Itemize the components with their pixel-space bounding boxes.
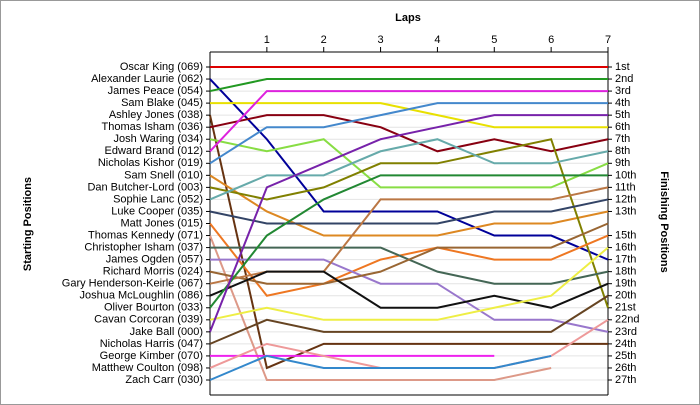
y-tick-label: Zach Carr (030) bbox=[125, 374, 203, 386]
chart-title: Laps bbox=[395, 12, 421, 24]
y2-tick-label: 4th bbox=[615, 97, 630, 109]
y2-tick-label: 7th bbox=[615, 133, 630, 145]
y-tick-label: Josh Waring (034) bbox=[114, 133, 203, 145]
y-tick-label: Ashley Jones (038) bbox=[109, 109, 203, 121]
series-line bbox=[209, 354, 552, 381]
y-tick-label: Nicholas Harris (047) bbox=[100, 338, 203, 350]
x-tick-label: 7 bbox=[605, 34, 611, 46]
y2-tick-label: 25th bbox=[615, 350, 636, 362]
y2-tick-label: 3rd bbox=[615, 85, 631, 97]
y-tick-label: Sam Blake (045) bbox=[121, 97, 203, 109]
series-line bbox=[209, 138, 609, 309]
series-line bbox=[209, 78, 608, 93]
y2-tick-label: 20th bbox=[615, 290, 636, 302]
y2-tick-label: 16th bbox=[615, 241, 636, 253]
y2-tick-label: 17th bbox=[615, 254, 636, 266]
y-tick-label: Thomas Kennedy (071) bbox=[88, 229, 203, 241]
x-tick-label: 4 bbox=[434, 34, 440, 46]
y2-tick-label: 1st bbox=[615, 61, 630, 73]
y-tick-label: Sam Snell (010) bbox=[124, 169, 203, 181]
y-tick-label: Edward Brand (012) bbox=[105, 145, 203, 157]
y-tick-label: George Kimber (070) bbox=[100, 350, 203, 362]
y2-tick-label: 23rd bbox=[615, 326, 637, 338]
x-tick-label: 1 bbox=[264, 34, 270, 46]
y2-tick-label: 15th bbox=[615, 229, 636, 241]
y-tick-label: Matthew Coulton (098) bbox=[92, 362, 203, 374]
series-line bbox=[209, 114, 608, 333]
y-tick-label: James Ogden (057) bbox=[106, 254, 203, 266]
series-line bbox=[209, 90, 608, 152]
series-line bbox=[209, 138, 609, 201]
y-tick-label: Gary Henderson-Keirle (067) bbox=[62, 278, 203, 290]
y-tick-label: James Peace (054) bbox=[108, 85, 203, 97]
y-tick-label: Joshua McLoughlin (086) bbox=[79, 290, 203, 302]
y-tick-label: Cavan Corcoran (039) bbox=[94, 314, 203, 326]
y-tick-label: Alexander Laurie (062) bbox=[91, 73, 203, 85]
series-line bbox=[209, 270, 609, 309]
y2-tick-label: 10th bbox=[615, 169, 636, 181]
series-line bbox=[210, 258, 609, 333]
y2-tick-label: 24th bbox=[615, 338, 636, 350]
y-tick-label: Luke Cooper (035) bbox=[111, 205, 203, 217]
y-tick-label: Jake Ball (000) bbox=[130, 326, 203, 338]
series-line bbox=[209, 222, 609, 297]
y-tick-label: Oscar King (069) bbox=[120, 61, 203, 73]
y2-tick-label: 8th bbox=[615, 145, 630, 157]
y-axis-label: Starting Positions bbox=[22, 177, 34, 271]
y2-tick-label: 2nd bbox=[615, 73, 633, 85]
series-line bbox=[209, 198, 609, 225]
y2-tick-label: 27th bbox=[615, 374, 636, 386]
series-line bbox=[209, 114, 608, 370]
y-tick-label: Nicholas Kishor (019) bbox=[98, 157, 203, 169]
series-line bbox=[209, 294, 609, 345]
series-line bbox=[209, 138, 609, 189]
x-tick-label: 5 bbox=[491, 34, 497, 46]
y2-tick-label: 13th bbox=[615, 205, 636, 217]
series-line bbox=[209, 222, 609, 285]
y2-tick-label: 9th bbox=[615, 157, 630, 169]
y2-tick-label: 5th bbox=[615, 109, 630, 121]
y-tick-label: Sophie Lanc (052) bbox=[113, 193, 203, 205]
y2-tick-label: 18th bbox=[615, 266, 636, 278]
y2-axis-label: Finishing Positions bbox=[658, 171, 670, 272]
y-tick-label: Dan Butcher-Lord (003) bbox=[87, 181, 203, 193]
series-line bbox=[209, 114, 609, 153]
y2-tick-label: 21st bbox=[615, 302, 636, 314]
series-line bbox=[209, 174, 609, 237]
series-line bbox=[209, 102, 608, 165]
y2-tick-label: 11th bbox=[615, 181, 636, 193]
series-line bbox=[209, 78, 609, 261]
x-tick-label: 6 bbox=[548, 34, 554, 46]
y-tick-label: Oliver Bourton (033) bbox=[104, 302, 203, 314]
x-tick-label: 2 bbox=[321, 34, 327, 46]
y-tick-label: Matt Jones (015) bbox=[120, 217, 203, 229]
series-line bbox=[209, 246, 609, 321]
x-tick-label: 3 bbox=[378, 34, 384, 46]
series-line bbox=[209, 235, 552, 381]
y2-tick-label: 12th bbox=[615, 193, 636, 205]
y-tick-label: Richard Morris (024) bbox=[103, 266, 203, 278]
y2-tick-label: 22nd bbox=[615, 314, 639, 326]
y-tick-label: Thomas Isham (036) bbox=[102, 121, 203, 133]
y2-tick-label: 6th bbox=[615, 121, 630, 133]
y2-tick-label: 19th bbox=[615, 278, 636, 290]
y-tick-label: Christopher Isham (037) bbox=[84, 241, 203, 253]
y2-tick-label: 26th bbox=[615, 362, 636, 374]
series-line bbox=[209, 174, 608, 309]
